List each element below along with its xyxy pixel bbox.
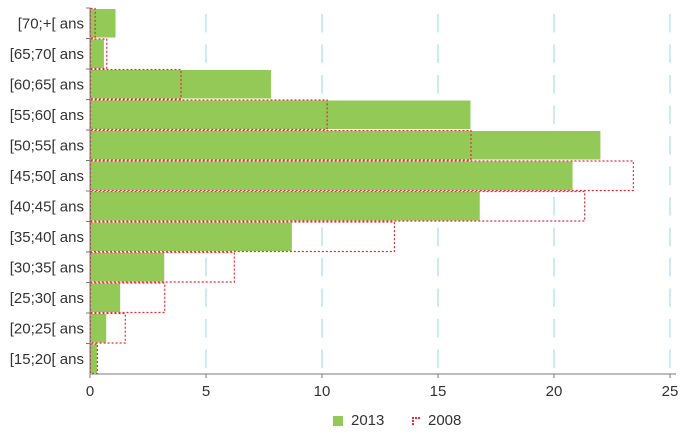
bar-2013 <box>90 39 104 68</box>
y-tick-label: [35;40[ ans <box>10 229 84 246</box>
legend: 2013 2008 <box>0 412 681 432</box>
bar-2013 <box>90 314 107 343</box>
legend-item-2008: 2008 <box>412 412 461 429</box>
bar-2008 <box>89 251 235 283</box>
bar-2013 <box>90 253 165 282</box>
legend-item-2013: 2013 <box>333 412 384 429</box>
y-tick-label: [45;50[ ans <box>10 168 84 185</box>
y-tick-label: [25;30[ ans <box>10 290 84 307</box>
bar-2013 <box>90 9 116 38</box>
y-tick-label: [30;35[ ans <box>10 259 84 276</box>
x-tick-label: 10 <box>314 383 331 400</box>
bar-2013 <box>90 100 471 129</box>
x-tick-label: 20 <box>546 383 563 400</box>
legend-swatch-2013 <box>333 415 343 426</box>
bar-2013 <box>90 192 480 221</box>
x-tick-label: 0 <box>86 383 94 400</box>
bar-2013 <box>90 222 292 251</box>
y-tick-label: [40;45[ ans <box>10 198 84 215</box>
y-tick-label: [50;55[ ans <box>10 137 84 154</box>
x-tick-label: 25 <box>662 383 679 400</box>
y-tick-label: [70;+[ ans <box>18 15 84 32</box>
y-tick-label: [65;70[ ans <box>10 46 84 63</box>
legend-swatch-2008 <box>412 416 420 425</box>
y-tick-label: [60;65[ ans <box>10 76 84 93</box>
bar-2013 <box>90 344 97 373</box>
x-tick-label: 5 <box>202 383 210 400</box>
bar-2013 <box>90 131 601 160</box>
y-tick-label: [55;60[ ans <box>10 107 84 124</box>
y-tick-label: [15;20[ ans <box>10 351 84 368</box>
legend-label-2013: 2013 <box>351 412 385 429</box>
bar-2013 <box>90 161 573 190</box>
bar-2008 <box>89 343 99 375</box>
legend-label-2008: 2008 <box>428 412 462 429</box>
bar-2008 <box>89 160 634 192</box>
y-tick-label: [20;25[ ans <box>10 320 84 337</box>
x-tick-label: 15 <box>430 383 447 400</box>
bar-2013 <box>90 283 121 312</box>
